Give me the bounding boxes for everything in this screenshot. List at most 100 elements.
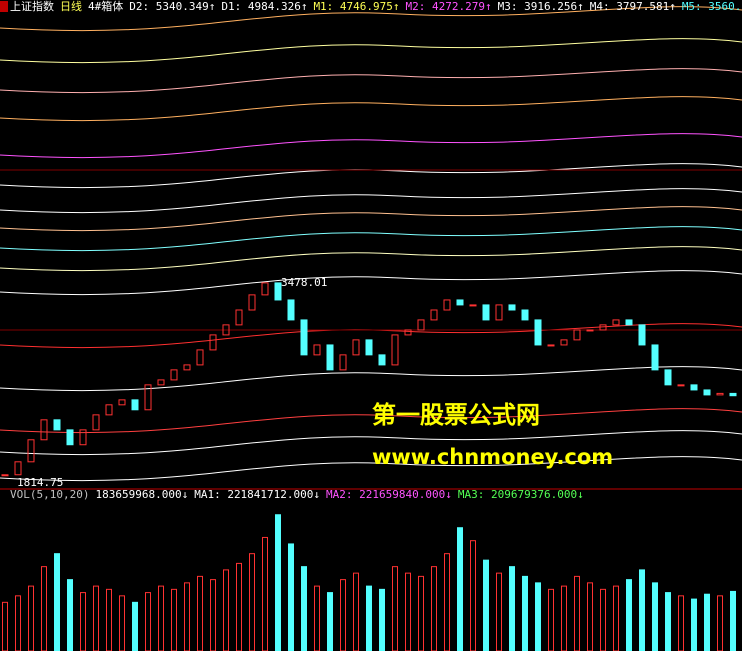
candle bbox=[703, 389, 711, 396]
volume-bar bbox=[80, 592, 86, 651]
volume-bar bbox=[171, 588, 177, 651]
candle bbox=[92, 414, 100, 431]
volume-bar bbox=[184, 582, 190, 651]
volume-bar bbox=[444, 553, 450, 651]
volume-bar bbox=[717, 595, 723, 651]
volume-bar bbox=[600, 588, 606, 651]
band-curve bbox=[0, 366, 742, 392]
volume-bar bbox=[93, 585, 99, 651]
volume-bar bbox=[262, 536, 268, 651]
volume-bar bbox=[314, 585, 320, 651]
volume-bar bbox=[275, 514, 281, 651]
candle bbox=[300, 319, 308, 356]
volume-bar bbox=[522, 575, 528, 651]
candle bbox=[79, 429, 87, 446]
volume-bar bbox=[236, 562, 242, 651]
candle bbox=[1, 474, 9, 477]
volume-bar bbox=[41, 566, 47, 651]
candle bbox=[339, 354, 347, 371]
header-item: M5: 3560.23 bbox=[682, 0, 742, 13]
candle bbox=[170, 369, 178, 381]
volume-bar bbox=[145, 592, 151, 651]
candle bbox=[547, 344, 555, 347]
volume-bar bbox=[379, 588, 385, 651]
volume-bar bbox=[119, 595, 125, 651]
volume-bar bbox=[574, 575, 580, 651]
volume-bar bbox=[197, 575, 203, 651]
volume-bar bbox=[587, 582, 593, 651]
volume-bar bbox=[210, 579, 216, 651]
candle bbox=[495, 304, 503, 321]
header-item: M2: 4272.279↑ bbox=[406, 0, 492, 13]
watermark-name: 第一股票公式网 bbox=[372, 401, 540, 429]
candle bbox=[651, 344, 659, 371]
volume-bar bbox=[132, 601, 138, 651]
candle bbox=[599, 324, 607, 331]
header-item: D2: 5340.349↑ bbox=[129, 0, 215, 13]
candle bbox=[573, 329, 581, 341]
volume-bar bbox=[340, 579, 346, 651]
volume-bar bbox=[626, 579, 632, 651]
candle bbox=[690, 384, 698, 391]
volume-bar bbox=[418, 575, 424, 651]
volume-bar bbox=[223, 569, 229, 651]
volume-bar bbox=[691, 598, 697, 651]
volume-bar bbox=[2, 601, 8, 651]
header-item: M4: 3797.581↑ bbox=[590, 0, 676, 13]
candle bbox=[183, 364, 191, 371]
candle bbox=[53, 419, 61, 431]
candle bbox=[27, 439, 35, 463]
candle bbox=[508, 304, 516, 311]
volume-bar bbox=[561, 585, 567, 651]
candle bbox=[118, 399, 126, 406]
header-item: VOL(5,10,20) bbox=[10, 488, 89, 501]
candle bbox=[482, 304, 490, 321]
icon bbox=[0, 1, 8, 12]
candle bbox=[66, 429, 74, 446]
volume-bar bbox=[158, 585, 164, 651]
header-item: MA3: 209679376.000↓ bbox=[458, 488, 584, 501]
volume-bar bbox=[457, 527, 463, 651]
header-item: M3: 3916.256↑ bbox=[498, 0, 584, 13]
header-item: MA2: 221659840.000↓ bbox=[326, 488, 452, 501]
volume-bar bbox=[301, 566, 307, 651]
band-curve bbox=[0, 430, 742, 456]
volume-bar bbox=[704, 593, 710, 651]
candle bbox=[469, 304, 477, 307]
volume-bar bbox=[106, 588, 112, 651]
low-label: 1814.75 bbox=[17, 476, 63, 489]
band-curves bbox=[0, 6, 742, 482]
volume-bar bbox=[353, 572, 359, 651]
volume-bar bbox=[535, 582, 541, 651]
candle bbox=[664, 369, 672, 386]
candle bbox=[274, 282, 282, 301]
band-curve bbox=[0, 270, 742, 296]
candle bbox=[248, 294, 256, 311]
candle bbox=[586, 329, 594, 332]
candle bbox=[222, 324, 230, 336]
candle bbox=[443, 299, 451, 311]
candle bbox=[40, 419, 48, 441]
volume-bar bbox=[496, 572, 502, 651]
volume-bar bbox=[483, 559, 489, 651]
volume-bar bbox=[366, 585, 372, 651]
candle bbox=[378, 354, 386, 366]
band-curve bbox=[0, 38, 742, 64]
candle bbox=[716, 392, 724, 396]
band-curve bbox=[0, 133, 742, 159]
volume-bar bbox=[327, 592, 333, 651]
candle bbox=[612, 319, 620, 326]
band-curve bbox=[0, 323, 742, 349]
candle bbox=[105, 404, 113, 416]
candle bbox=[391, 334, 399, 366]
band-curve bbox=[0, 6, 742, 32]
candle bbox=[417, 319, 425, 331]
volume-bar bbox=[288, 543, 294, 651]
candle bbox=[144, 384, 152, 411]
candle bbox=[352, 339, 360, 356]
watermark-url: www.chnmoney.com bbox=[372, 445, 613, 469]
header-item: MA1: 221841712.000↓ bbox=[194, 488, 320, 501]
high-label: 3478.01 bbox=[281, 276, 327, 289]
